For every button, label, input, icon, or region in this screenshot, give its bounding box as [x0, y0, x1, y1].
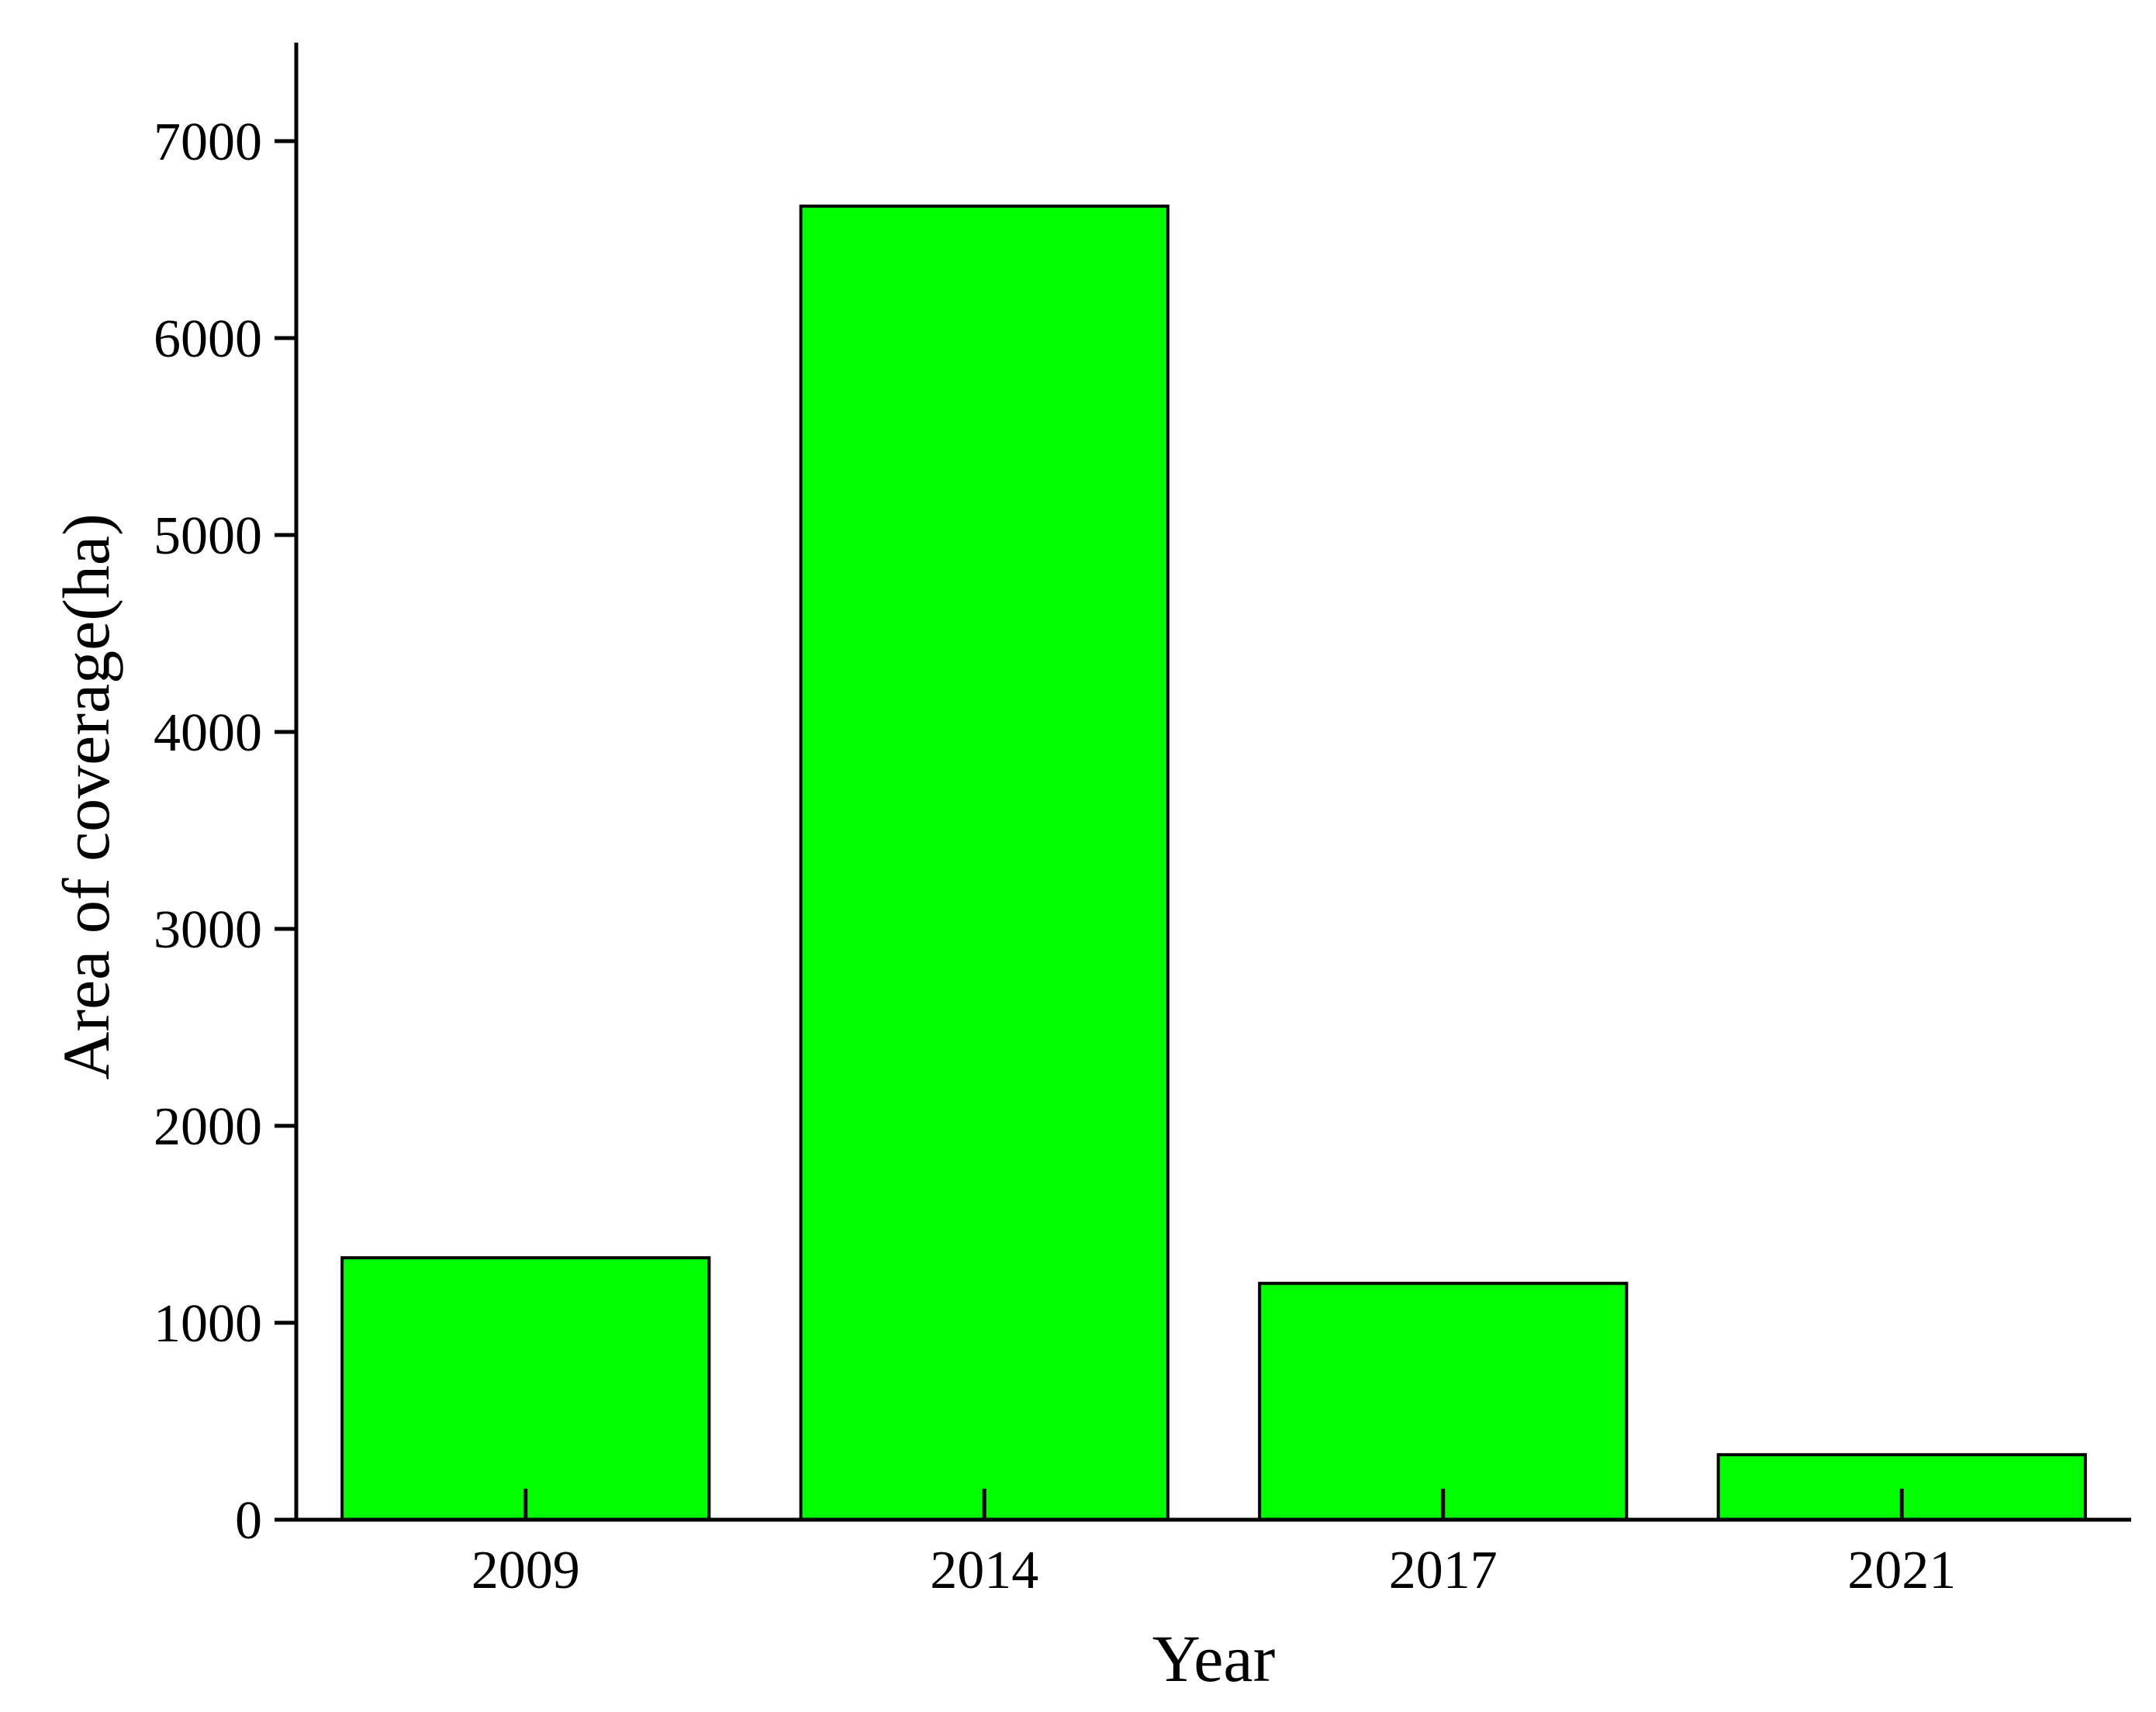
y-tick-label-1000: 1000 — [154, 1294, 262, 1354]
x-tick-label-2017: 2017 — [1389, 1541, 1498, 1600]
y-ticks-layer: 0 1000 2000 3000 4000 5000 6000 7000 — [154, 112, 296, 1551]
y-tick-label-0: 0 — [235, 1491, 262, 1551]
x-tick-label-2014: 2014 — [930, 1541, 1038, 1600]
y-tick-label-3000: 3000 — [154, 900, 262, 960]
bar-2009 — [340, 1256, 711, 1522]
bar-2017 — [1258, 1282, 1629, 1521]
x-axis-title: Year — [1152, 1621, 1275, 1696]
bars-layer — [340, 204, 2087, 1522]
y-tick-label-4000: 4000 — [154, 703, 262, 763]
x-tick-label-2009: 2009 — [472, 1541, 580, 1600]
y-tick-label-6000: 6000 — [154, 309, 262, 369]
y-tick-label-5000: 5000 — [154, 506, 262, 566]
x-ticks-layer: 2009 2014 2017 2021 — [472, 1489, 1956, 1600]
x-tick-label-2021: 2021 — [1847, 1541, 1956, 1600]
bar-2014 — [799, 204, 1170, 1522]
y-tick-label-2000: 2000 — [154, 1097, 262, 1157]
y-tick-label-7000: 7000 — [154, 112, 262, 172]
y-axis-title: Area of coverage(ha) — [49, 513, 123, 1080]
axes-layer — [294, 43, 2131, 1522]
